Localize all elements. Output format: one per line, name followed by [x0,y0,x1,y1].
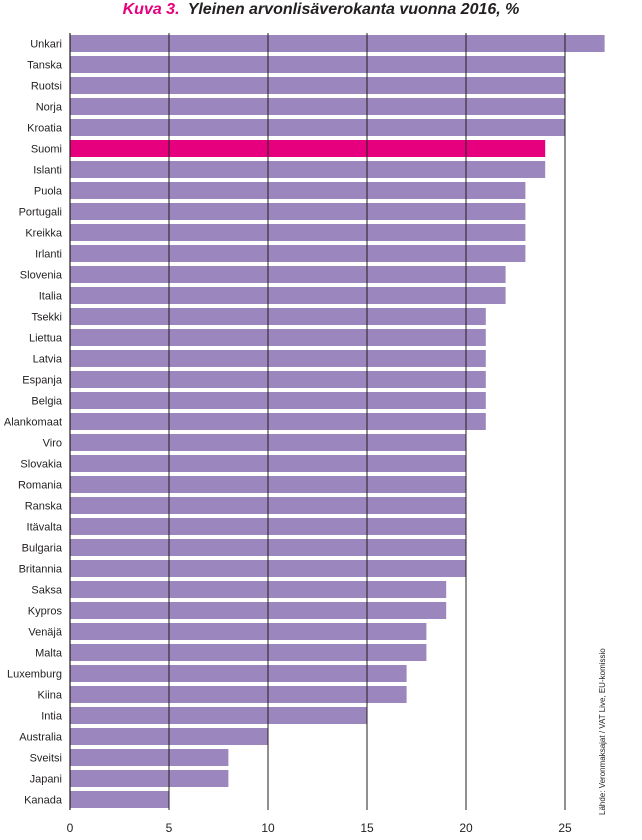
bar-kanada [70,791,169,808]
category-label-ruotsi: Ruotsi [31,81,62,93]
category-label-australia: Australia [19,732,63,744]
bar-ruotsi [70,77,565,94]
category-label-japani: Japani [30,774,62,786]
category-label-espanja: Espanja [22,375,63,387]
category-label-slovenia: Slovenia [20,270,63,282]
category-label-italia: Italia [39,291,63,303]
bar-ven-j- [70,623,427,640]
category-label-irlanti: Irlanti [35,249,62,261]
bars-group [70,35,605,808]
category-label-kroatia: Kroatia [27,123,63,135]
category-label-alankomaat: Alankomaat [4,417,62,429]
bar-sveitsi [70,749,229,766]
category-label-it-valta: Itävalta [27,522,63,534]
category-label-luxemburg: Luxemburg [7,669,62,681]
bar-luxemburg [70,665,407,682]
category-label-kypros: Kypros [28,606,63,618]
chart-title: Kuva 3. Yleinen arvonlisäverokanta vuonn… [0,1,642,19]
x-tick-label-0: 0 [67,821,74,835]
category-label-britannia: Britannia [19,564,63,576]
x-tick-label-5: 5 [166,821,173,835]
bar-kiina [70,686,407,703]
category-label-ranska: Ranska [25,501,63,513]
bar-kreikka [70,224,526,241]
gridlines-group [69,33,566,810]
bar-intia [70,707,367,724]
category-label-kiina: Kiina [38,690,63,702]
bar-saksa [70,581,447,598]
x-axis-ticks: 0 5 10 15 20 25 [67,821,572,835]
bar-irlanti [70,245,526,262]
category-label-malta: Malta [35,648,63,660]
figure-number: Kuva 3. [122,1,180,18]
bar-tanska [70,56,565,73]
category-label-norja: Norja [36,102,63,114]
bar-norja [70,98,565,115]
category-label-viro: Viro [43,438,62,450]
bar-italia [70,287,506,304]
category-label-islanti: Islanti [33,165,62,177]
category-label-slovakia: Slovakia [20,459,62,471]
category-label-bulgaria: Bulgaria [22,543,63,555]
category-label-intia: Intia [41,711,63,723]
bar-suomi [70,140,546,157]
category-label-tsekki: Tsekki [31,312,62,324]
bar-islanti [70,161,546,178]
bar-espanja [70,371,486,388]
bar-kypros [70,602,447,619]
category-label-kreikka: Kreikka [25,228,63,240]
bar-japani [70,770,229,787]
category-label-ven-j-: Venäjä [28,627,63,639]
category-label-romania: Romania [18,480,63,492]
bar-liettua [70,329,486,346]
bar-tsekki [70,308,486,325]
category-label-tanska: Tanska [27,60,63,72]
x-tick-label-10: 10 [261,821,275,835]
category-label-saksa: Saksa [31,585,62,597]
bar-portugali [70,203,526,220]
bar-malta [70,644,427,661]
category-label-kanada: Kanada [24,795,63,807]
bar-unkari [70,35,605,52]
category-label-sveitsi: Sveitsi [30,753,62,765]
bar-alankomaat [70,413,486,430]
bar-slovenia [70,266,506,283]
category-label-liettua: Liettua [29,333,63,345]
category-label-portugali: Portugali [19,207,62,219]
category-label-suomi: Suomi [31,144,62,156]
bar-belgia [70,392,486,409]
category-label-unkari: Unkari [30,39,62,51]
bar-kroatia [70,119,565,136]
category-labels: Unkari Tanska Ruotsi Norja Kroatia Suomi Islan… [4,39,63,807]
category-label-puola: Puola [34,186,63,198]
bar-puola [70,182,526,199]
x-tick-label-25: 25 [558,821,572,835]
x-tick-label-20: 20 [459,821,473,835]
bar-latvia [70,350,486,367]
category-label-belgia: Belgia [31,396,62,408]
category-label-latvia: Latvia [33,354,63,366]
x-tick-label-15: 15 [360,821,374,835]
title-text: Yleinen arvonlisäverokanta vuonna 2016, … [187,1,520,18]
source-note: Lähde: Veronmaksajat / VAT Live, EU-komi… [598,648,607,815]
